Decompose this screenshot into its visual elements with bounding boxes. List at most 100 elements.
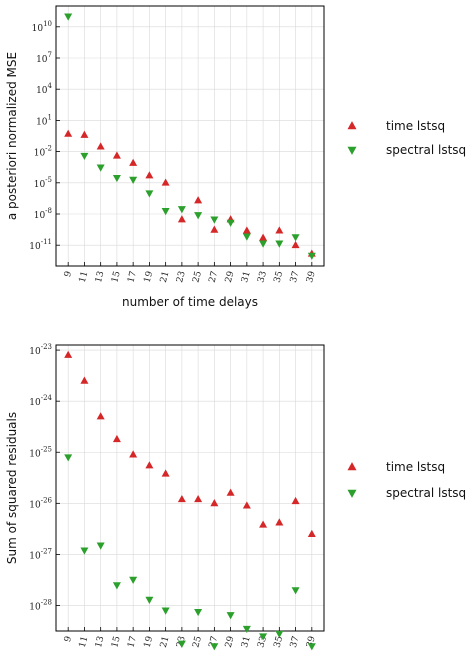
data-point [64, 129, 73, 137]
data-point [145, 596, 154, 604]
y-tick-label: 10-25 [29, 445, 52, 459]
data-point [307, 643, 316, 651]
data-point [194, 196, 203, 204]
y-tick-label: 101 [36, 113, 52, 127]
x-tick-label: 37 [289, 635, 302, 649]
data-point [210, 643, 219, 651]
data-point [129, 450, 138, 458]
x-tick-label: 9 [63, 635, 74, 643]
data-point [112, 582, 121, 590]
x-tick-label: 15 [110, 635, 123, 649]
data-point [64, 454, 73, 462]
legend-marker [347, 146, 357, 155]
legend: time lstsq spectral lstsq [347, 460, 466, 500]
data-point [242, 501, 251, 509]
data-point [145, 461, 154, 469]
x-tick-label: 25 [191, 270, 204, 284]
legend-marker [347, 489, 357, 498]
legend-marker [347, 462, 357, 471]
x-tick-label: 13 [94, 270, 107, 284]
data-point [194, 608, 203, 617]
x-tick-label: 23 [175, 270, 188, 284]
top-chart-panel: 10-11 10-8 10-5 10-2 101 104 107 1010 9 11 13 15 17 1… [5, 5, 466, 309]
data-point [96, 142, 105, 150]
data-point [96, 164, 105, 172]
data-point [96, 412, 105, 420]
grid [56, 345, 324, 631]
y-tick-label: 104 [36, 82, 52, 96]
x-tick-label: 35 [273, 635, 286, 649]
axes-frame [55, 344, 325, 632]
y-tick-label: 10-24 [29, 394, 52, 408]
x-tick-label: 11 [78, 635, 91, 649]
data-point [177, 206, 186, 214]
y-tick-label: 10-26 [29, 496, 52, 510]
y-tick-label: 10-11 [29, 238, 52, 252]
data-point [112, 151, 121, 159]
x-tick-label: 35 [273, 270, 286, 284]
data-point [145, 190, 154, 198]
data-point [177, 215, 186, 223]
data-point [161, 607, 170, 615]
data-point [291, 496, 300, 505]
data-point [80, 152, 89, 161]
series-time-lstsq [64, 350, 316, 537]
x-tick-label: 25 [191, 635, 204, 649]
x-tick-label: 33 [256, 635, 269, 649]
x-tick-label: 39 [305, 270, 318, 284]
data-point [242, 233, 251, 241]
data-point [275, 240, 284, 248]
data-point [291, 234, 300, 242]
x-tick-label: 17 [126, 270, 139, 284]
data-point [226, 219, 235, 227]
x-tick-label: 13 [94, 635, 107, 649]
y-tick-label: 10-8 [34, 207, 52, 221]
x-tick-label: 17 [126, 635, 139, 649]
axes-frame [55, 5, 325, 267]
x-tick-label: 21 [159, 270, 172, 284]
grid [56, 6, 324, 266]
data-point [307, 529, 316, 537]
y-tick-label: 10-5 [34, 176, 52, 190]
data-point [242, 625, 251, 634]
data-point [161, 178, 170, 186]
data-point [259, 520, 268, 528]
bottom-chart-panel: 10-28 10-27 10-26 10-25 10-24 10-23 9 11 13 15 17 1… [5, 343, 466, 651]
data-point [177, 494, 186, 503]
x-tick-label: 29 [224, 270, 237, 284]
data-point [145, 171, 154, 179]
series-time-lstsq [64, 129, 316, 257]
data-point [161, 207, 170, 216]
legend-label: spectral lstsq [386, 486, 466, 500]
data-point [226, 612, 235, 620]
data-point [291, 587, 300, 595]
x-tick-label: 11 [78, 270, 91, 284]
data-point [96, 542, 105, 550]
x-tick-label: 19 [143, 635, 156, 649]
x-tick-label: 29 [224, 635, 237, 649]
legend: time lstsq spectral lstsq [347, 119, 466, 157]
y-tick-label: 10-2 [34, 145, 52, 159]
y-tick-label: 10-23 [29, 343, 52, 357]
data-point [259, 633, 268, 641]
data-point [210, 499, 219, 507]
data-point [80, 130, 89, 138]
x-tick-label: 37 [289, 270, 302, 284]
data-point [275, 518, 284, 526]
legend-label: time lstsq [386, 119, 445, 133]
x-tick-label: 19 [143, 270, 156, 284]
data-point [194, 494, 203, 503]
x-axis-label: number of time delays [122, 295, 258, 309]
data-point [80, 376, 89, 384]
data-point [259, 240, 268, 248]
data-point [64, 13, 73, 21]
x-tick-label: 9 [63, 270, 74, 278]
data-point [64, 350, 73, 358]
legend-label: time lstsq [386, 460, 445, 474]
data-point [112, 434, 121, 443]
data-point [129, 176, 138, 184]
data-point [259, 233, 268, 241]
data-point [194, 212, 203, 220]
y-tick-label: 10-28 [29, 598, 52, 612]
